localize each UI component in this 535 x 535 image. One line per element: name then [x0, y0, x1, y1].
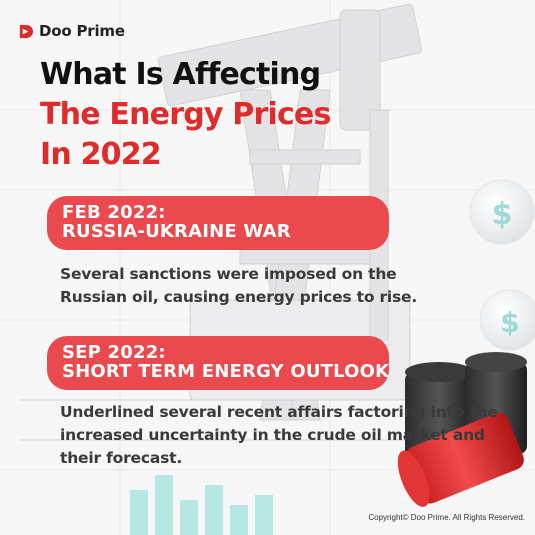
title-line-2: The Energy Prices	[40, 97, 331, 132]
svg-text:$: $	[492, 197, 513, 232]
title-line-3: In 2022	[40, 137, 162, 172]
event-date: FEB 2022:	[62, 202, 166, 223]
event-description: Underlined several recent affairs factor…	[60, 403, 498, 467]
title-line-1: What Is Affecting	[40, 57, 321, 92]
event-date: SEP 2022:	[62, 342, 166, 363]
dollar-coin-icon: $	[469, 179, 535, 245]
event-headline: RUSSIA-UKRAINE WAR	[62, 221, 291, 242]
copyright-notice: Copyright© Doo Prime. All Rights Reserve…	[368, 513, 525, 522]
event-headline: SHORT TERM ENERGY OUTLOOK	[62, 361, 390, 382]
brand-logo: Doo Prime	[18, 22, 125, 40]
svg-text:$: $	[500, 306, 519, 339]
page-title: What Is Affecting The Energy Prices In 2…	[40, 55, 331, 175]
brand-name: Doo Prime	[39, 22, 125, 40]
doo-prime-logo-icon	[19, 24, 33, 38]
event-label-sep-2022: SEP 2022: SHORT TERM ENERGY OUTLOOK	[47, 336, 389, 390]
event-label-feb-2022: FEB 2022: RUSSIA-UKRAINE WAR	[47, 196, 389, 250]
event-description: Several sanctions were imposed on the Ru…	[60, 265, 418, 306]
